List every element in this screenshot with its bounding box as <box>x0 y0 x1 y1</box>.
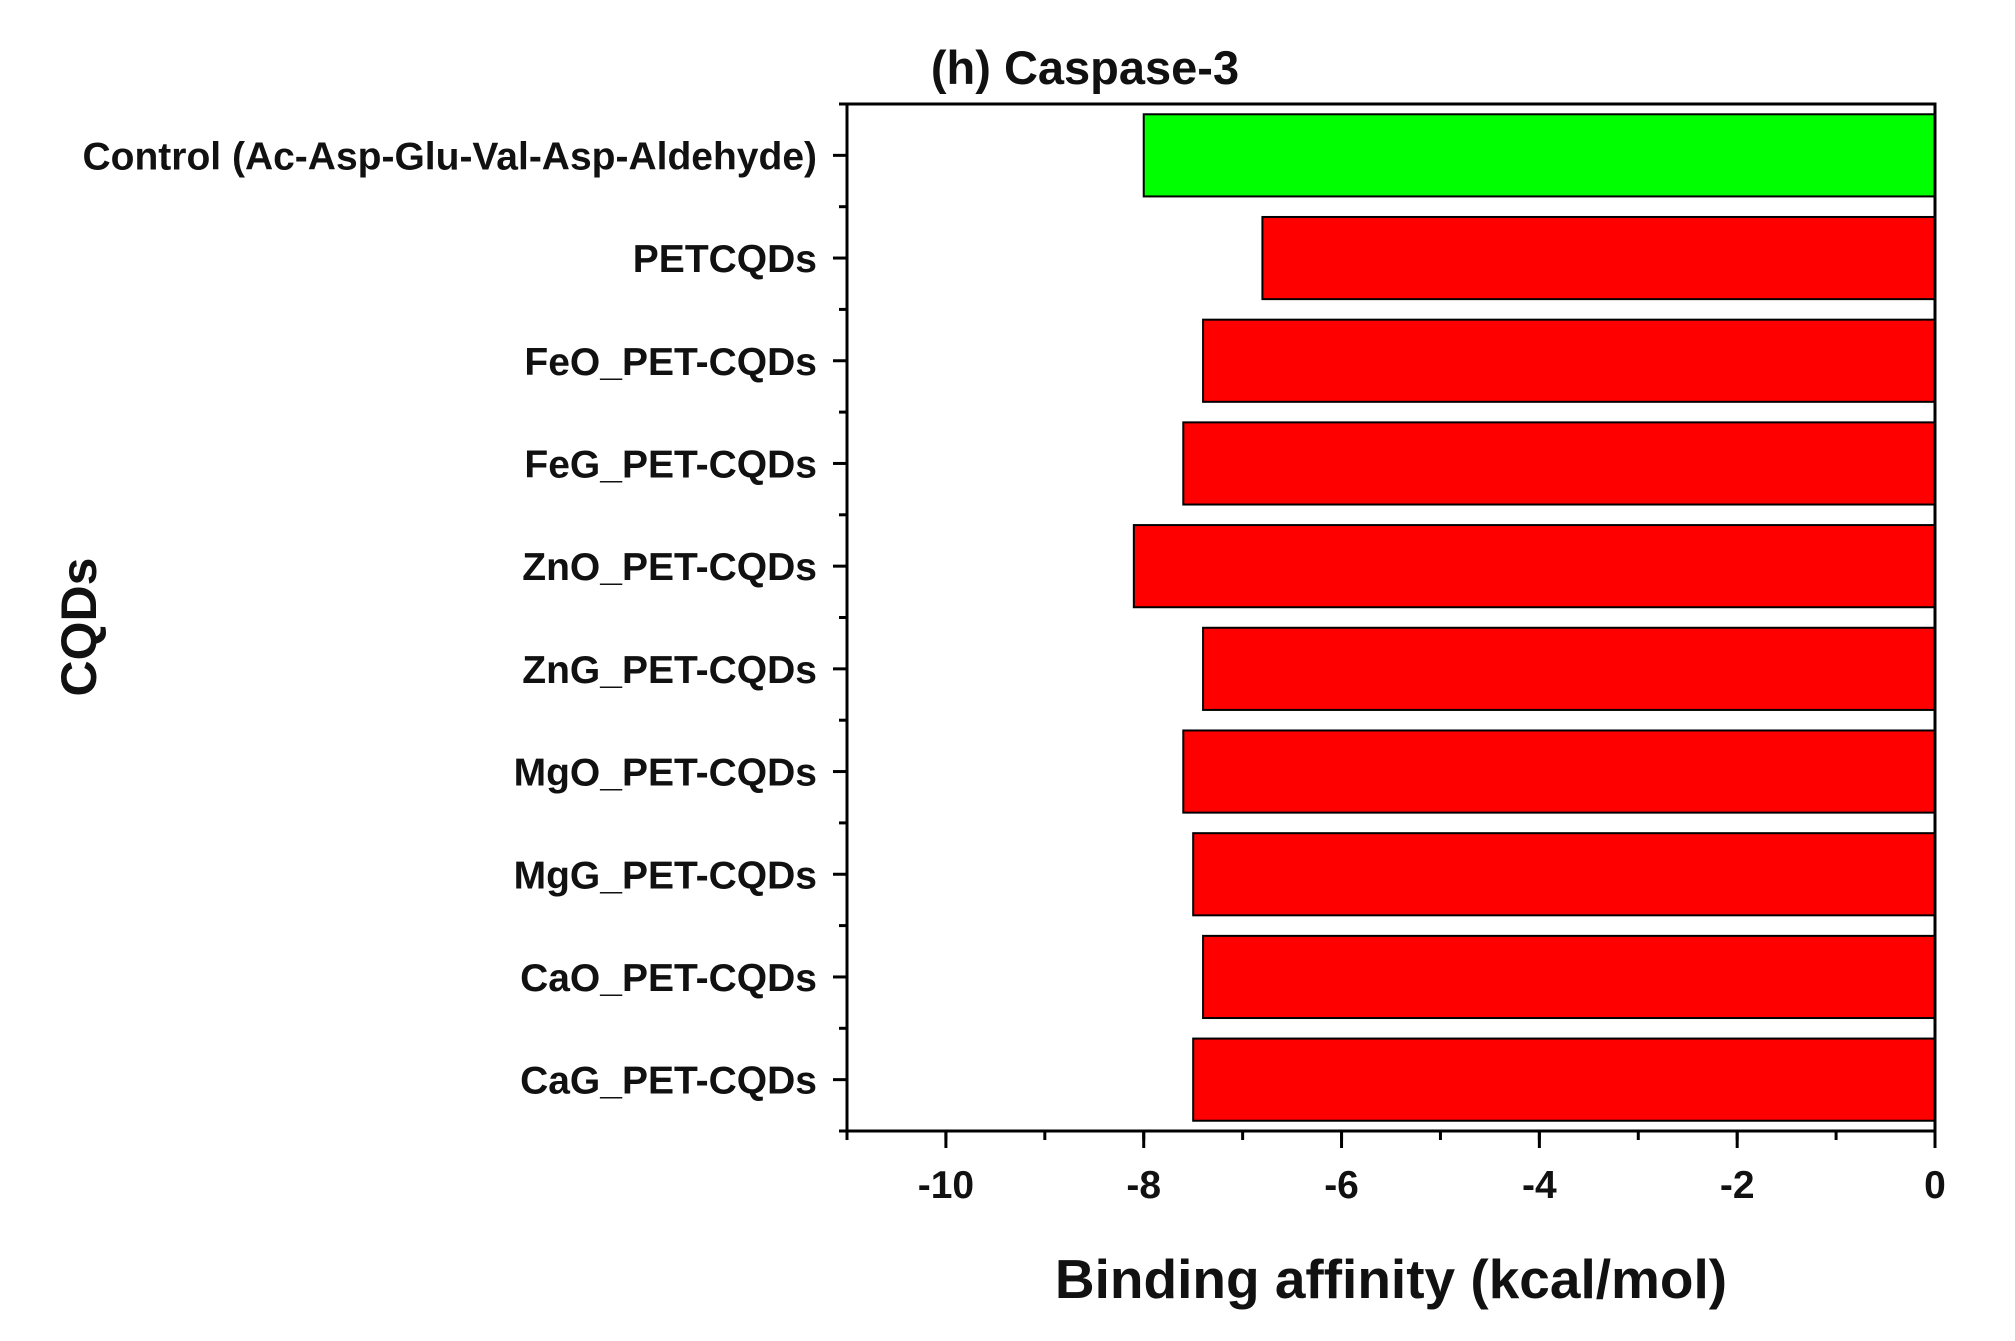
y-tick-label: Control (Ac-Asp-Glu-Val-Asp-Aldehyde) <box>82 135 817 178</box>
y-axis: Control (Ac-Asp-Glu-Val-Asp-Aldehyde) PET… <box>82 102 847 1133</box>
y-tick-label: FeG_PET-CQDs <box>524 443 817 486</box>
x-tick-label: -10 <box>918 1164 974 1207</box>
bar-8 <box>1202 934 1936 1020</box>
bar-9 <box>1192 1037 1936 1122</box>
y-tick-label: FeO_PET-CQDs <box>524 341 817 384</box>
x-axis-label: Binding affinity (kcal/mol) <box>1055 1248 1727 1310</box>
bar-2 <box>1202 318 1936 403</box>
bars-layer <box>1132 113 1937 1122</box>
x-tick-label: -4 <box>1522 1164 1557 1207</box>
bar-0 <box>1142 113 1936 198</box>
x-axis: -10 -8 -6 -4 -2 0 <box>845 1131 1946 1207</box>
bar-4 <box>1132 524 1936 609</box>
bar-7 <box>1192 832 1936 917</box>
y-tick-label: MgG_PET-CQDs <box>514 854 817 897</box>
bar-3 <box>1182 421 1936 506</box>
bar-5 <box>1202 626 1936 711</box>
chart-title: (h) Caspase-3 <box>931 41 1239 94</box>
y-tick-label: MgO_PET-CQDs <box>514 752 817 795</box>
x-tick-label: -8 <box>1126 1164 1161 1207</box>
y-tick-label: ZnO_PET-CQDs <box>522 546 817 589</box>
bar-1 <box>1261 215 1937 301</box>
y-axis-label: CQDs <box>51 558 107 697</box>
x-tick-label: -2 <box>1720 1164 1755 1207</box>
y-tick-label: ZnG_PET-CQDs <box>522 649 817 692</box>
x-tick-label: 0 <box>1924 1164 1946 1207</box>
x-tick-label: -6 <box>1324 1164 1359 1207</box>
y-tick-label: CaO_PET-CQDs <box>520 957 817 1000</box>
y-tick-label: PETCQDs <box>633 238 817 281</box>
bar-6 <box>1182 729 1936 814</box>
y-tick-label: CaG_PET-CQDs <box>520 1060 817 1103</box>
